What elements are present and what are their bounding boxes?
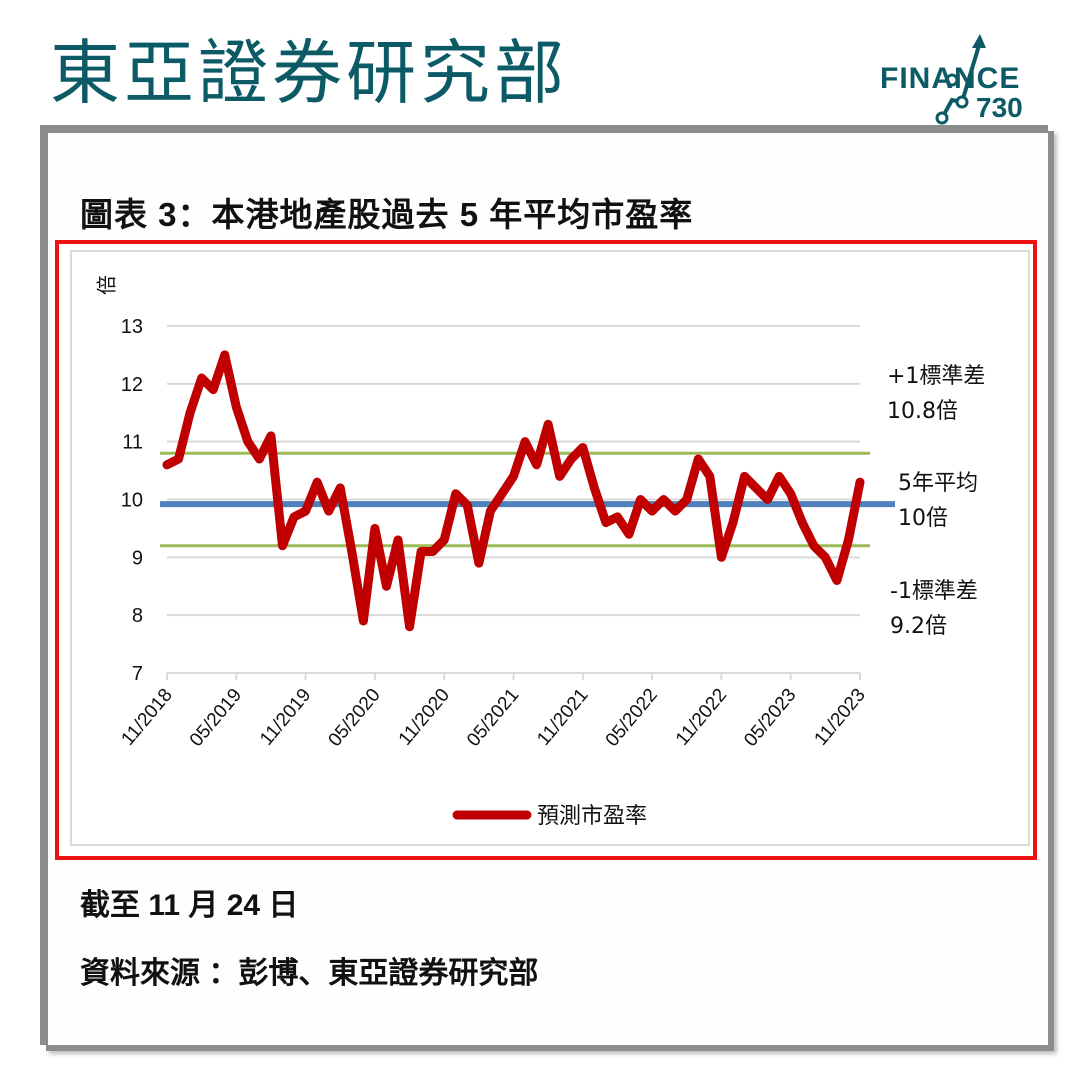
y-tick-label: 11 [122,432,143,454]
x-tick-label: 11/2020 [395,685,454,750]
chart-highlight-border [55,240,1037,860]
finance730-logo: FINANCE 730 [880,30,1030,125]
x-tick-label: 05/2019 [186,685,246,751]
y-tick-label: 7 [132,663,143,685]
legend-label: 預測市盈率 [537,804,647,829]
as-of-date: 截至 11 月 24 日 [80,889,299,922]
x-tick-label: 11/2021 [533,685,592,750]
annotation-mean-value: 10倍 [898,506,948,531]
x-tick-label: 05/2023 [740,685,800,751]
y-axis-unit: 倍 [95,275,119,295]
figure-title: 圖表 3：本港地產股過去 5 年平均市盈率 [80,196,694,233]
logo-text: FINANCE [880,62,1021,95]
logo-number: 730 [976,92,1023,123]
y-tick-label: 10 [121,490,143,512]
annotation-minus-sd-value: 9.2倍 [890,614,947,639]
x-tick-label: 05/2022 [602,685,662,751]
annotation-mean-label: 5年平均 [898,471,978,496]
x-tick-label: 11/2023 [810,685,869,750]
trend-arrow-icon [935,34,986,125]
x-tick-label: 11/2022 [672,685,731,750]
data-source: 資料來源 ：彭博、東亞證券研究部 [80,957,539,990]
x-tick-label: 11/2019 [256,685,315,750]
x-tick-label: 05/2021 [463,685,523,751]
y-tick-label: 8 [132,605,143,627]
annotation-minus-sd-label: -1標準差 [890,579,978,604]
series-line-forward-pe [162,350,865,632]
brand-title: 東亞證券研究部 [50,34,568,112]
y-tick-label: 9 [132,547,143,569]
x-tick-label: 11/2018 [117,685,176,750]
y-tick-label: 12 [121,374,143,396]
annotation-plus-sd-label: +1標準差 [887,364,985,389]
x-tick-label: 05/2020 [324,685,384,751]
chart-area [70,250,1030,846]
annotation-plus-sd-value: 10.8倍 [887,399,958,424]
y-tick-label: 13 [121,316,143,338]
